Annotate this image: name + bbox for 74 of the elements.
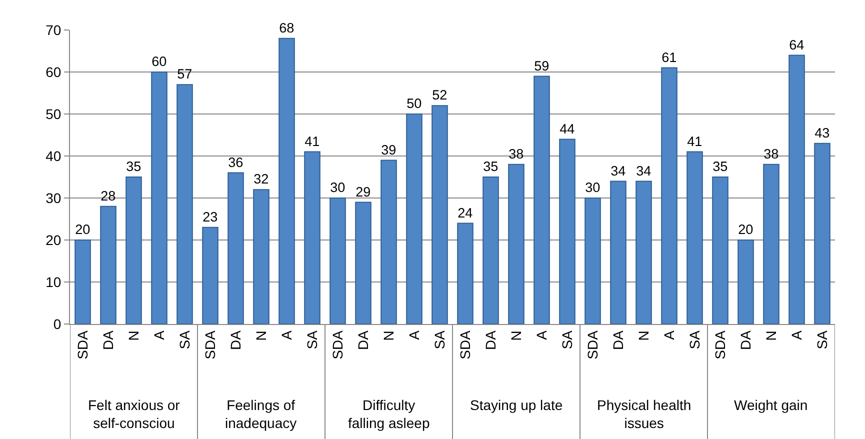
y-tick-label: 60 xyxy=(46,64,62,80)
data-label: 32 xyxy=(254,172,269,187)
x-tick-label: DA xyxy=(227,330,244,350)
y-tick-label: 0 xyxy=(53,316,62,332)
data-label: 41 xyxy=(687,134,702,149)
data-label: 34 xyxy=(610,163,626,178)
data-label: 39 xyxy=(381,142,396,158)
data-label: 36 xyxy=(228,154,244,170)
data-label: 20 xyxy=(738,222,754,238)
x-tick-label: SDA xyxy=(74,330,90,360)
x-tick-label: N xyxy=(380,330,396,341)
x-tick-label: DA xyxy=(354,330,371,350)
data-label: 30 xyxy=(330,180,346,196)
x-tick-label: SDA xyxy=(202,330,218,360)
x-tick-label: SA xyxy=(686,330,702,350)
x-tick-label: N xyxy=(508,330,524,341)
data-label: 50 xyxy=(406,96,422,112)
data-label: 44 xyxy=(560,121,576,136)
data-label: 61 xyxy=(662,50,677,65)
x-tick-label: A xyxy=(660,330,677,340)
data-label: 24 xyxy=(458,205,474,220)
text: Weight gain xyxy=(734,397,808,413)
data-label: 38 xyxy=(764,146,779,162)
data-label: 28 xyxy=(100,188,116,204)
y-tick-label: 30 xyxy=(46,190,62,206)
text: Physical health issues xyxy=(597,397,692,432)
x-tick-label: SDA xyxy=(456,330,473,360)
x-tick-label: DA xyxy=(100,330,116,350)
data-label: 64 xyxy=(789,37,805,52)
text: Felt anxious or self-consciou xyxy=(88,397,180,432)
x-tick-label: N xyxy=(635,330,652,341)
x-tick-label: N xyxy=(125,330,142,341)
data-label: 34 xyxy=(636,163,652,178)
x-tick-label: SDA xyxy=(329,330,346,360)
x-tick-label: A xyxy=(278,330,294,340)
x-tick-label: DA xyxy=(482,330,498,350)
x-tick-label: A xyxy=(533,330,550,340)
data-label: 23 xyxy=(202,209,218,224)
text: Staying up late xyxy=(470,397,563,413)
y-tick-label: 20 xyxy=(46,232,62,248)
data-label: 68 xyxy=(279,20,294,36)
text: Difficulty falling asleep xyxy=(348,397,430,432)
y-tick-label: 10 xyxy=(46,274,62,290)
data-label: 43 xyxy=(814,125,830,140)
data-label: 35 xyxy=(483,159,498,174)
data-label: 35 xyxy=(712,159,728,174)
x-tick-label: SA xyxy=(176,330,192,350)
y-tick-label: 40 xyxy=(46,148,62,164)
x-tick-label: A xyxy=(788,330,804,340)
y-tick-label: 70 xyxy=(46,22,62,38)
x-tick-label: A xyxy=(406,330,422,340)
data-label: 57 xyxy=(177,66,192,82)
data-label: 30 xyxy=(585,180,600,196)
data-label: 35 xyxy=(126,159,142,174)
x-tick-label: SA xyxy=(558,330,575,350)
x-tick-label: SA xyxy=(431,330,448,350)
x-tick-label: SA xyxy=(814,330,830,350)
x-tick-label: DA xyxy=(737,330,754,350)
x-tick-label: A xyxy=(150,330,167,340)
data-label: 60 xyxy=(152,54,167,70)
x-tick-label: DA xyxy=(610,330,626,350)
data-label: 20 xyxy=(75,222,90,238)
x-tick-label: N xyxy=(252,330,269,341)
data-label: 29 xyxy=(356,184,371,200)
data-label: 41 xyxy=(304,134,320,149)
data-label: 52 xyxy=(432,88,448,103)
data-label: 59 xyxy=(534,58,550,74)
data-label: 38 xyxy=(508,146,524,162)
x-tick-label: SDA xyxy=(712,330,728,360)
y-tick-label: 50 xyxy=(46,106,62,122)
x-tick-label: SDA xyxy=(584,330,600,360)
x-tick-label: SA xyxy=(304,330,320,350)
x-tick-label: N xyxy=(762,330,779,341)
text: Feelings of inadequacy xyxy=(225,397,297,432)
